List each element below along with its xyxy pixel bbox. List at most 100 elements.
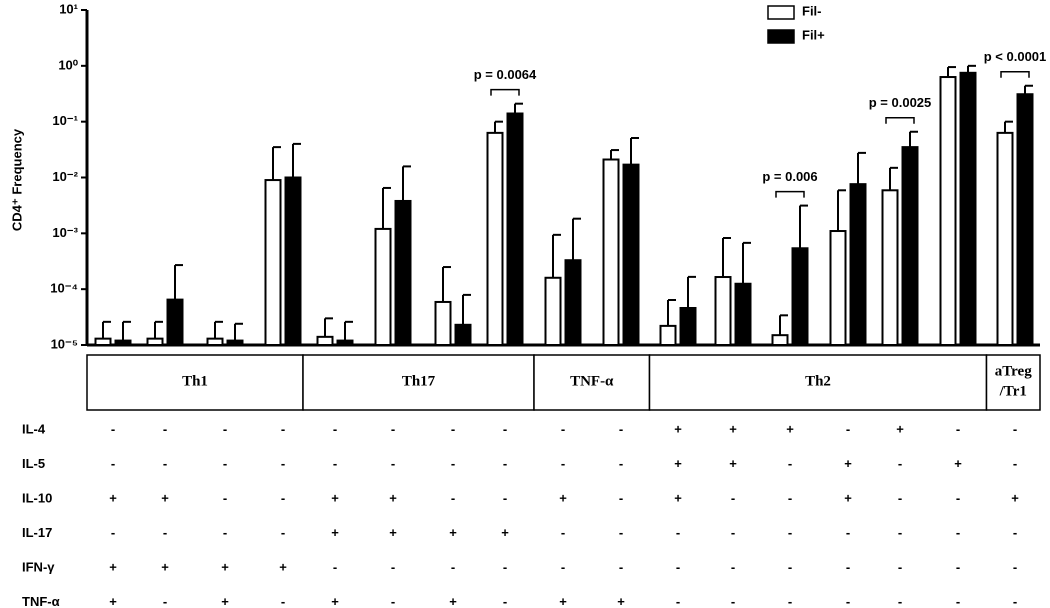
marker-sign: + <box>1011 490 1019 505</box>
bar <box>734 282 752 346</box>
marker-sign: - <box>1013 594 1017 608</box>
marker-label: IL-17 <box>22 525 52 540</box>
marker-sign: - <box>281 421 285 436</box>
bar <box>166 298 184 346</box>
y-tick-label: 10⁻³ <box>52 225 78 240</box>
marker-sign: - <box>898 456 902 471</box>
marker-sign: - <box>223 421 227 436</box>
marker-sign: - <box>788 456 792 471</box>
y-tick-label: 10⁻⁵ <box>51 336 78 351</box>
marker-sign: - <box>111 525 115 540</box>
marker-sign: + <box>109 490 117 505</box>
marker-sign: + <box>729 456 737 471</box>
marker-sign: - <box>1013 456 1017 471</box>
legend-swatch <box>767 5 795 20</box>
marker-sign: + <box>449 525 457 540</box>
marker-label: IL-10 <box>22 490 52 505</box>
marker-sign: - <box>391 594 395 608</box>
marker-sign: - <box>391 421 395 436</box>
marker-label: IFN-γ <box>22 559 55 574</box>
marker-sign: - <box>111 421 115 436</box>
marker-sign: - <box>846 559 850 574</box>
bar <box>791 247 809 347</box>
marker-sign: + <box>674 490 682 505</box>
marker-sign: + <box>896 421 904 436</box>
bar <box>771 334 789 347</box>
group-box <box>533 354 651 411</box>
legend-label: Fil- <box>802 3 822 18</box>
marker-sign: + <box>161 559 169 574</box>
marker-sign: - <box>898 594 902 608</box>
group-label: Th1 <box>182 373 208 389</box>
marker-sign: - <box>223 490 227 505</box>
marker-sign: - <box>788 490 792 505</box>
bar <box>336 339 354 346</box>
group-box <box>86 354 304 411</box>
p-value: p = 0.0025 <box>869 95 932 110</box>
marker-sign: - <box>619 525 623 540</box>
marker-sign: + <box>844 490 852 505</box>
marker-sign: - <box>956 525 960 540</box>
significance-bracket <box>775 190 805 198</box>
bar <box>206 337 224 346</box>
bar <box>602 158 620 346</box>
p-value: p = 0.006 <box>762 169 817 184</box>
marker-sign: - <box>281 456 285 471</box>
y-tick-label: 10⁻¹ <box>52 113 78 128</box>
bar <box>881 189 899 346</box>
marker-sign: - <box>163 421 167 436</box>
marker-sign: + <box>729 421 737 436</box>
legend-label: Fil+ <box>802 27 825 42</box>
bar <box>996 131 1014 346</box>
bar <box>316 335 334 347</box>
marker-sign: - <box>619 559 623 574</box>
marker-sign: + <box>331 594 339 608</box>
marker-sign: - <box>731 525 735 540</box>
marker-sign: + <box>674 456 682 471</box>
marker-sign: + <box>109 559 117 574</box>
bar <box>849 183 867 346</box>
marker-sign: - <box>846 525 850 540</box>
marker-sign: - <box>451 421 455 436</box>
group-label: Th17 <box>402 373 436 389</box>
bar <box>434 300 452 346</box>
marker-sign: + <box>389 525 397 540</box>
bar <box>486 131 504 346</box>
significance-bracket <box>490 88 520 96</box>
bar <box>939 76 957 347</box>
legend-swatch <box>767 29 795 44</box>
bar <box>454 323 472 346</box>
bar <box>226 339 244 346</box>
bar <box>146 337 164 346</box>
marker-sign: - <box>619 456 623 471</box>
marker-sign: - <box>676 525 680 540</box>
bar <box>901 146 919 346</box>
marker-sign: + <box>501 525 509 540</box>
marker-sign: - <box>676 594 680 608</box>
significance-bracket <box>1000 70 1030 78</box>
y-axis-title: CD4⁺ Frequency <box>9 128 24 231</box>
bar <box>94 337 112 346</box>
bar <box>544 276 562 346</box>
marker-sign: - <box>788 525 792 540</box>
marker-sign: - <box>281 490 285 505</box>
significance-bracket <box>885 116 915 124</box>
marker-sign: - <box>731 559 735 574</box>
marker-sign: + <box>279 559 287 574</box>
marker-sign: - <box>503 421 507 436</box>
marker-sign: + <box>109 594 117 608</box>
marker-sign: - <box>956 559 960 574</box>
marker-sign: - <box>451 559 455 574</box>
bar <box>622 163 640 346</box>
bar <box>374 227 392 346</box>
group-box <box>302 354 535 411</box>
marker-sign: - <box>956 490 960 505</box>
marker-sign: - <box>1013 559 1017 574</box>
bar <box>959 71 977 346</box>
marker-sign: - <box>619 490 623 505</box>
group-box <box>985 354 1041 411</box>
group-label: Th2 <box>805 373 831 389</box>
marker-sign: - <box>731 490 735 505</box>
marker-sign: - <box>333 559 337 574</box>
marker-sign: - <box>223 456 227 471</box>
